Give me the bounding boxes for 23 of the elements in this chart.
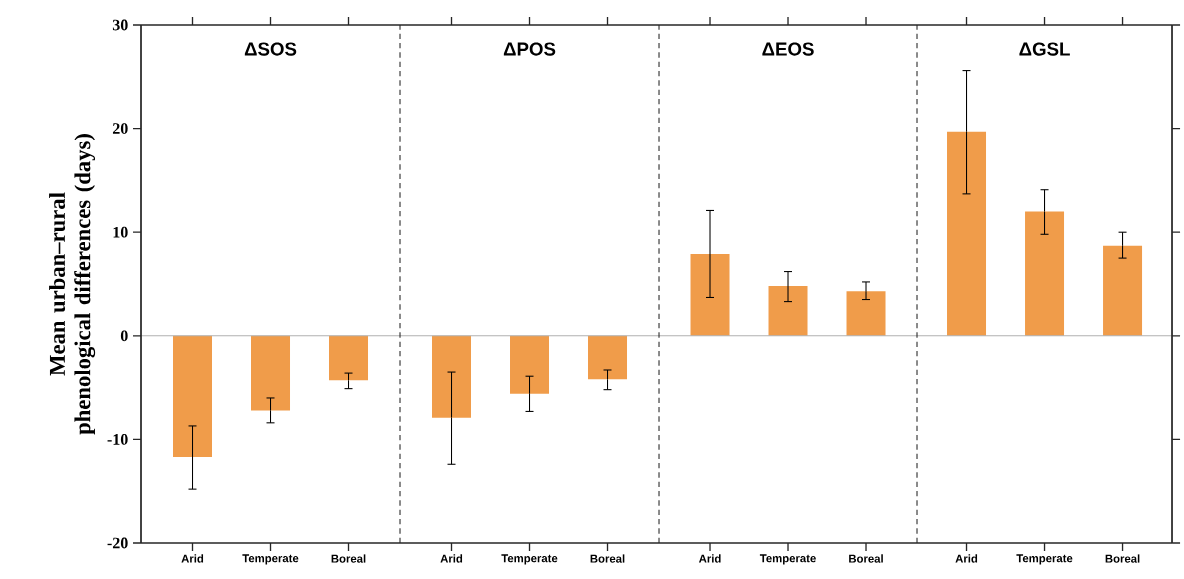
y-tick-label: 30 <box>112 19 128 31</box>
x-tick-label: Arid <box>955 554 978 563</box>
y-axis-title: Mean urban–rural phenological differences (days) <box>49 134 96 435</box>
x-tick-label: Arid <box>698 554 721 563</box>
y-tick-label: 10 <box>113 226 128 238</box>
x-tick-label: Temperate <box>242 554 299 565</box>
y-tick-label: 0 <box>120 330 128 342</box>
text: ΔEOS <box>762 42 814 56</box>
x-tick-label: Temperate <box>759 554 816 565</box>
x-tick-label: Boreal <box>331 554 366 563</box>
x-tick-label: Temperate <box>1016 554 1073 565</box>
x-tick-label: Boreal <box>849 554 883 563</box>
x-tick-label: Boreal <box>1105 554 1140 563</box>
x-tick-label: Arid <box>181 554 204 563</box>
x-tick-label: Temperate <box>501 554 558 565</box>
text: ΔSOS <box>244 42 297 56</box>
text: ΔPOS <box>503 42 556 56</box>
text: ΔGSL <box>1019 42 1070 56</box>
x-tick-label: Arid <box>440 554 463 563</box>
y-tick-label: 20 <box>112 123 128 134</box>
x-tick-label: Boreal <box>590 554 625 563</box>
y-tick-label: -20 <box>107 537 128 549</box>
y-tick-label: -10 <box>107 434 128 445</box>
